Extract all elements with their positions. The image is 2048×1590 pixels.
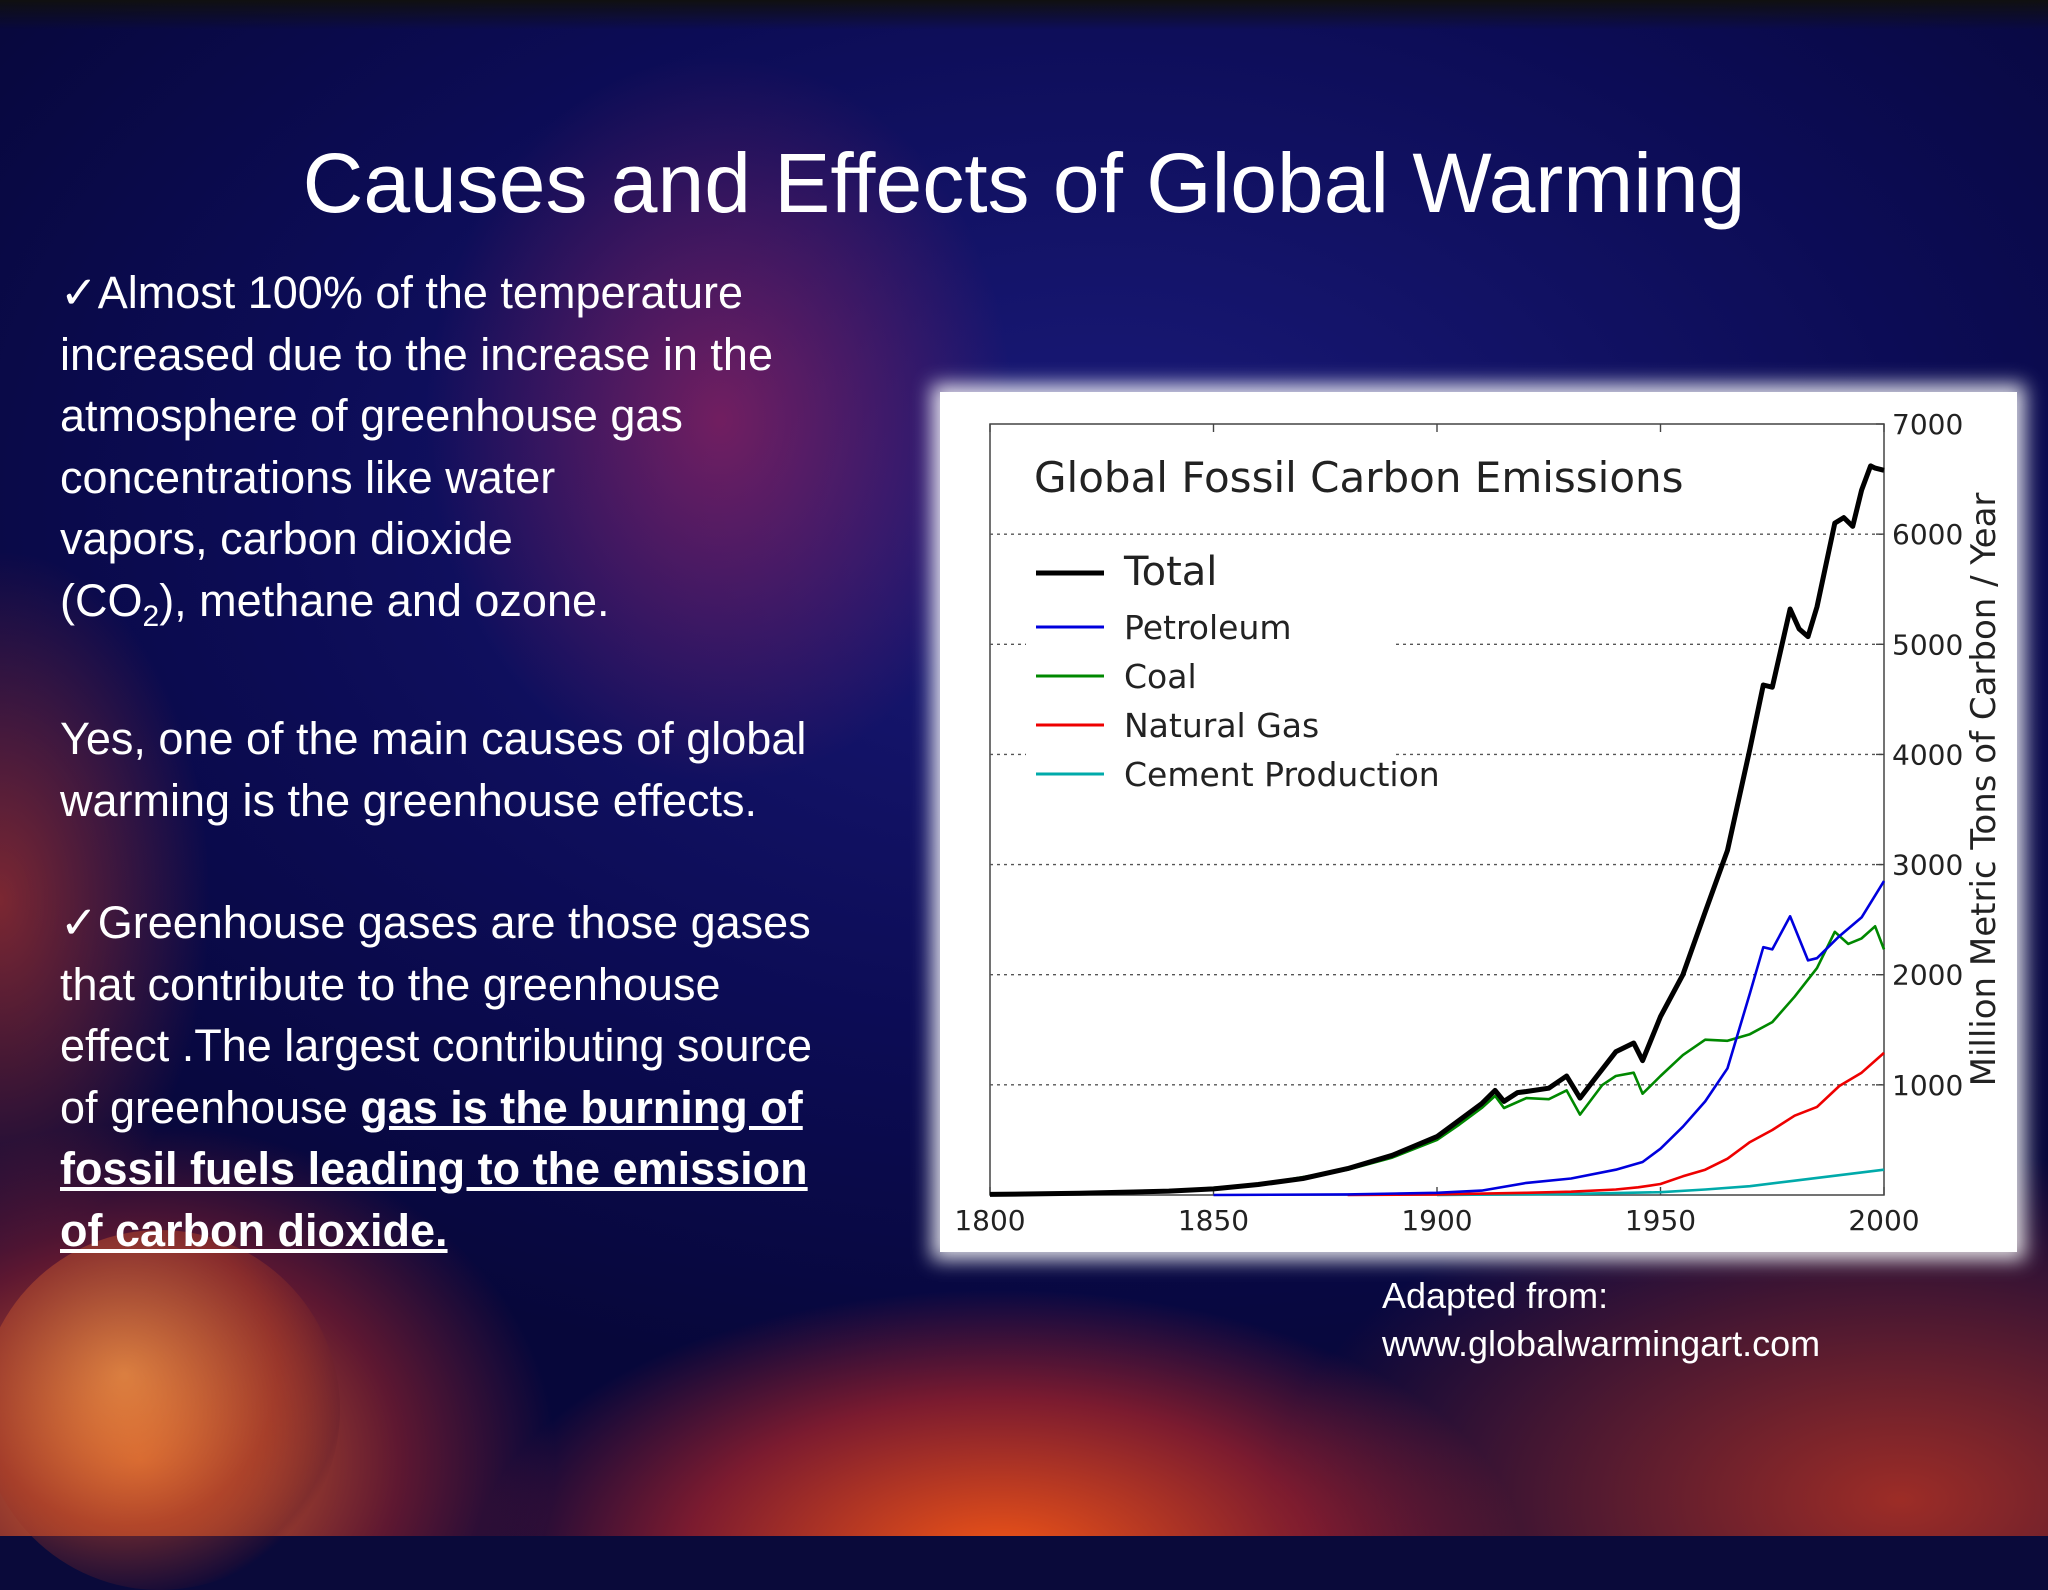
y-tick-label-2000: 2000 <box>1892 959 1963 992</box>
x-tick-label-2000: 2000 <box>1848 1204 1919 1237</box>
bullet-3-line-4: of greenhouse gas is the burning of <box>60 1077 930 1139</box>
bullet-1: ✓Almost 100% of the temperature <box>60 262 930 324</box>
bullet-3-line-1: Greenhouse gases are those gases <box>97 897 811 948</box>
bullet-3-line-5: fossil fuels leading to the emission <box>60 1143 808 1194</box>
bullet-3-line-3: effect .The largest contributing source <box>60 1020 813 1071</box>
bullet-3: ✓Greenhouse gases are those gases <box>60 892 930 954</box>
legend-label-coal: Coal <box>1124 657 1197 696</box>
co2-prefix: (CO <box>60 574 143 626</box>
paragraph-2-line-2: warming is the greenhouse effects. <box>60 774 758 826</box>
bullet-1-line-2: increased due to the increase in the <box>60 328 773 380</box>
legend-label-natural-gas: Natural Gas <box>1124 706 1319 745</box>
body-text: ✓Almost 100% of the temperature increase… <box>60 262 930 1261</box>
legend-label-petroleum: Petroleum <box>1124 608 1292 647</box>
bullet-1-line-4: concentrations like water <box>60 451 556 503</box>
bullet-1-line-5: vapors, carbon dioxide <box>60 513 513 564</box>
credit-line-2: www.globalwarmingart.com <box>1382 1323 1821 1364</box>
emphasis-text: gas is the burning of <box>360 1081 803 1133</box>
credit-line-1: Adapted from: <box>1382 1275 1609 1316</box>
bullet-1-line-1: Almost 100% of the temperature <box>97 267 744 318</box>
y-axis-label: Million Metric Tons of Carbon / Year <box>1964 493 2004 1087</box>
series-line-cement-production <box>1436 1168 1885 1197</box>
series-line-total <box>989 463 1885 1197</box>
bullet-1-line-6: (CO2), methane and ozone. <box>60 570 930 648</box>
x-tick-label-1800: 1800 <box>954 1204 1025 1237</box>
legend-label-total: Total <box>1123 549 1217 595</box>
bullet-3-line-6: of carbon dioxide. <box>60 1204 448 1256</box>
y-tick-label-6000: 6000 <box>1892 518 1963 551</box>
y-tick-label-7000: 7000 <box>1892 408 1963 441</box>
chart-title: Global Fossil Carbon Emissions <box>1034 453 1684 502</box>
co2-suffix: ), methane and ozone. <box>159 574 610 626</box>
bullet-3-line-4-plain: of greenhouse <box>60 1081 361 1133</box>
emissions-chart: 1000 2000 3000 4000 5000 6000 7000 1800 1850 1900… <box>954 408 2004 1237</box>
series-line-coal <box>989 924 1886 1196</box>
co2-subscript: 2 <box>142 599 160 633</box>
chart-panel: 1000 2000 3000 4000 5000 6000 7000 1800 1850 1900… <box>940 392 2017 1252</box>
y-tick-label-4000: 4000 <box>1892 738 1963 771</box>
y-tick-label-1000: 1000 <box>1892 1069 1963 1102</box>
slide-title: Causes and Effects of Global Warming <box>302 136 1746 230</box>
bullet-3-line-2: that contribute to the greenhouse <box>60 958 721 1010</box>
y-tick-label-3000: 3000 <box>1892 849 1963 882</box>
bullet-1-line-3: atmosphere of greenhouse gas <box>60 390 683 441</box>
plot-area <box>989 423 1885 1196</box>
top-shadow <box>0 0 2048 30</box>
image-credit: Adapted from: www.globalwarmingart.com <box>1382 1272 1820 1368</box>
series-line-petroleum <box>1213 880 1886 1197</box>
legend-box <box>1026 540 1396 805</box>
y-tick-label-5000: 5000 <box>1892 628 1963 661</box>
x-tick-label-1900: 1900 <box>1401 1204 1472 1237</box>
paragraph-2-line-1: Yes, one of the main causes of global <box>60 713 807 764</box>
check-icon: ✓ <box>60 897 98 948</box>
series-line-natural-gas <box>1347 1051 1885 1197</box>
x-tick-label-1950: 1950 <box>1625 1204 1696 1237</box>
globe-graphic <box>0 1230 340 1590</box>
legend-label-cement-production: Cement Production <box>1124 755 1440 794</box>
check-icon: ✓ <box>60 267 98 318</box>
x-tick-label-1850: 1850 <box>1178 1204 1249 1237</box>
